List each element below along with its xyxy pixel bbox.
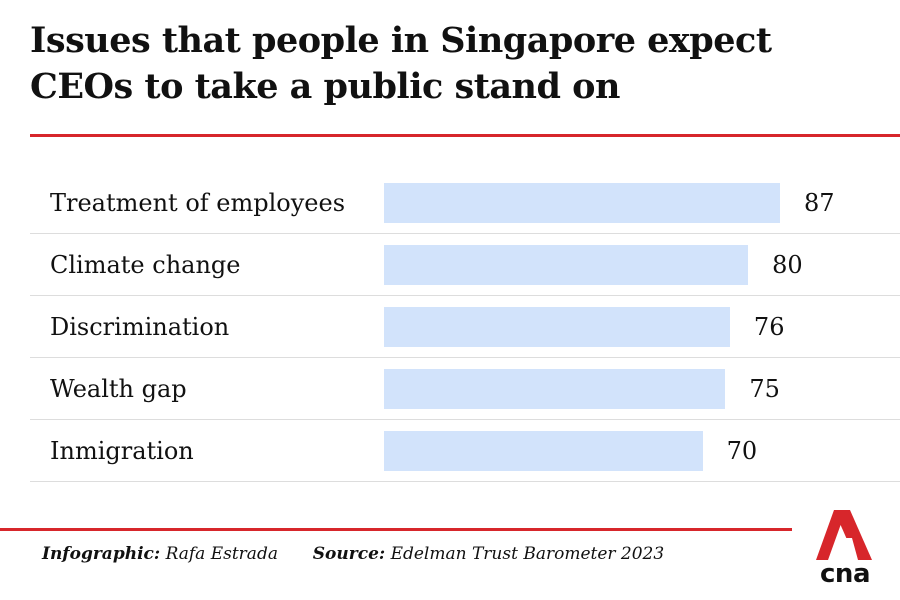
footer-credits: Infographic: Rafa Estrada Source: Edelma…	[42, 544, 664, 564]
category-label: Climate change	[50, 251, 241, 279]
footer-divider	[0, 528, 792, 531]
bar-row: Discrimination 76	[30, 296, 900, 358]
infographic-label: Infographic:	[42, 544, 161, 564]
value-label: 76	[753, 313, 785, 341]
value-label: 80	[772, 251, 803, 279]
bar-row: Treatment of employees 87	[30, 172, 900, 234]
category-label: Inmigration	[50, 437, 194, 465]
row-divider	[30, 233, 900, 234]
source-label: Source:	[312, 544, 386, 564]
bar	[384, 183, 780, 223]
bar	[384, 307, 730, 347]
source-credit: Edelman Trust Barometer 2023	[390, 544, 665, 564]
bar-row: Inmigration 70	[30, 420, 900, 482]
bar	[384, 369, 726, 409]
cna-logo-mark-icon	[816, 510, 872, 560]
bar-chart: Treatment of employees 87 Climate change 80…	[0, 172, 900, 490]
title-divider	[30, 134, 900, 137]
cna-logo: cna	[812, 508, 878, 588]
row-divider	[30, 481, 900, 482]
bar-row: Climate change 80	[30, 234, 900, 296]
bar	[384, 431, 703, 471]
bar-row: Wealth gap 75	[30, 358, 900, 420]
value-label: 87	[804, 189, 835, 217]
category-label: Discrimination	[50, 313, 230, 341]
cna-logo-wordmark: cna	[820, 559, 870, 589]
row-divider	[30, 357, 900, 358]
chart-title: Issues that people in Singapore expect C…	[30, 20, 772, 107]
bar	[384, 245, 749, 285]
row-divider	[30, 419, 900, 420]
row-divider	[30, 295, 900, 296]
category-label: Treatment of employees	[50, 189, 346, 217]
value-label: 75	[749, 375, 780, 403]
category-label: Wealth gap	[50, 375, 187, 403]
infographic-credit: Rafa Estrada	[165, 544, 278, 564]
value-label: 70	[726, 437, 758, 465]
